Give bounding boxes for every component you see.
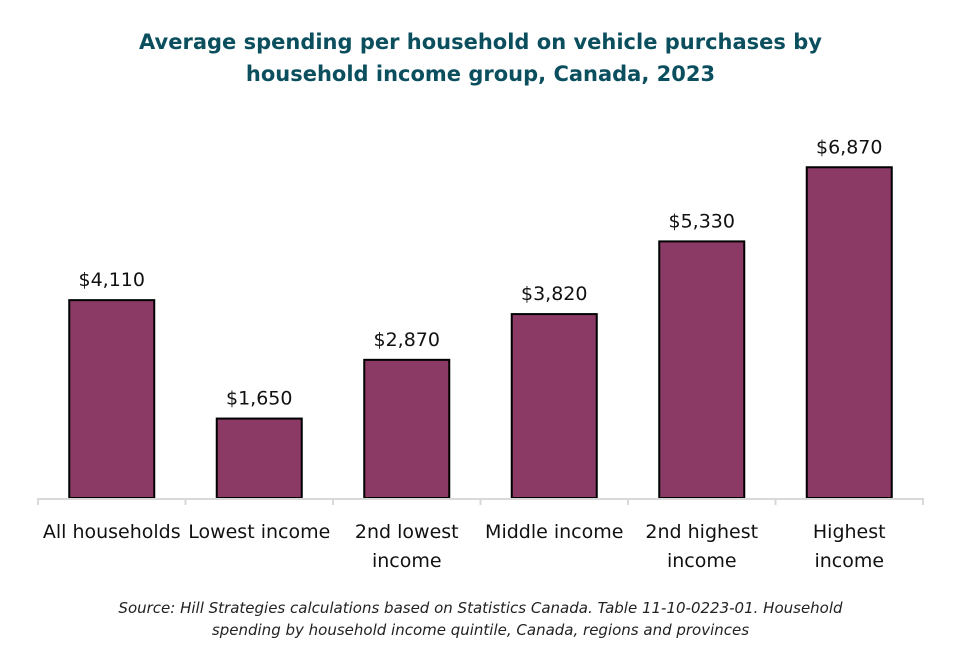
chart-title-line-1: Average spending per household on vehicl…	[139, 30, 822, 54]
data-label: $5,330	[669, 210, 735, 232]
source-note: Source: Hill Strategies calculations bas…	[0, 597, 961, 641]
bar	[805, 166, 893, 499]
source-line-1: Source: Hill Strategies calculations bas…	[118, 599, 843, 617]
x-tick-label: Middle income	[485, 521, 623, 543]
data-label: $6,870	[816, 136, 882, 158]
x-tick-label: 2nd highest	[645, 521, 758, 543]
x-tick-label: Lowest income	[188, 521, 330, 543]
data-label: $4,110	[79, 269, 145, 291]
x-tick-label: income	[814, 550, 884, 572]
bar	[68, 299, 156, 499]
x-tick-label: income	[372, 550, 442, 572]
bar	[363, 358, 451, 499]
data-label: $2,870	[374, 329, 440, 351]
data-label: $1,650	[226, 388, 292, 410]
chart-title-line-2: household income group, Canada, 2023	[245, 62, 716, 86]
x-tick-label: Highest	[813, 521, 886, 543]
bar	[215, 417, 303, 500]
chart-title: Average spending per household on vehicl…	[0, 26, 961, 90]
bar	[510, 313, 598, 500]
bar	[658, 240, 746, 500]
x-tick-label: 2nd lowest	[355, 521, 459, 543]
source-line-2: spending by household income quintile, C…	[211, 621, 750, 639]
x-tick-label: income	[667, 550, 737, 572]
x-tick-label: All households	[43, 521, 181, 543]
data-label: $3,820	[521, 283, 587, 305]
